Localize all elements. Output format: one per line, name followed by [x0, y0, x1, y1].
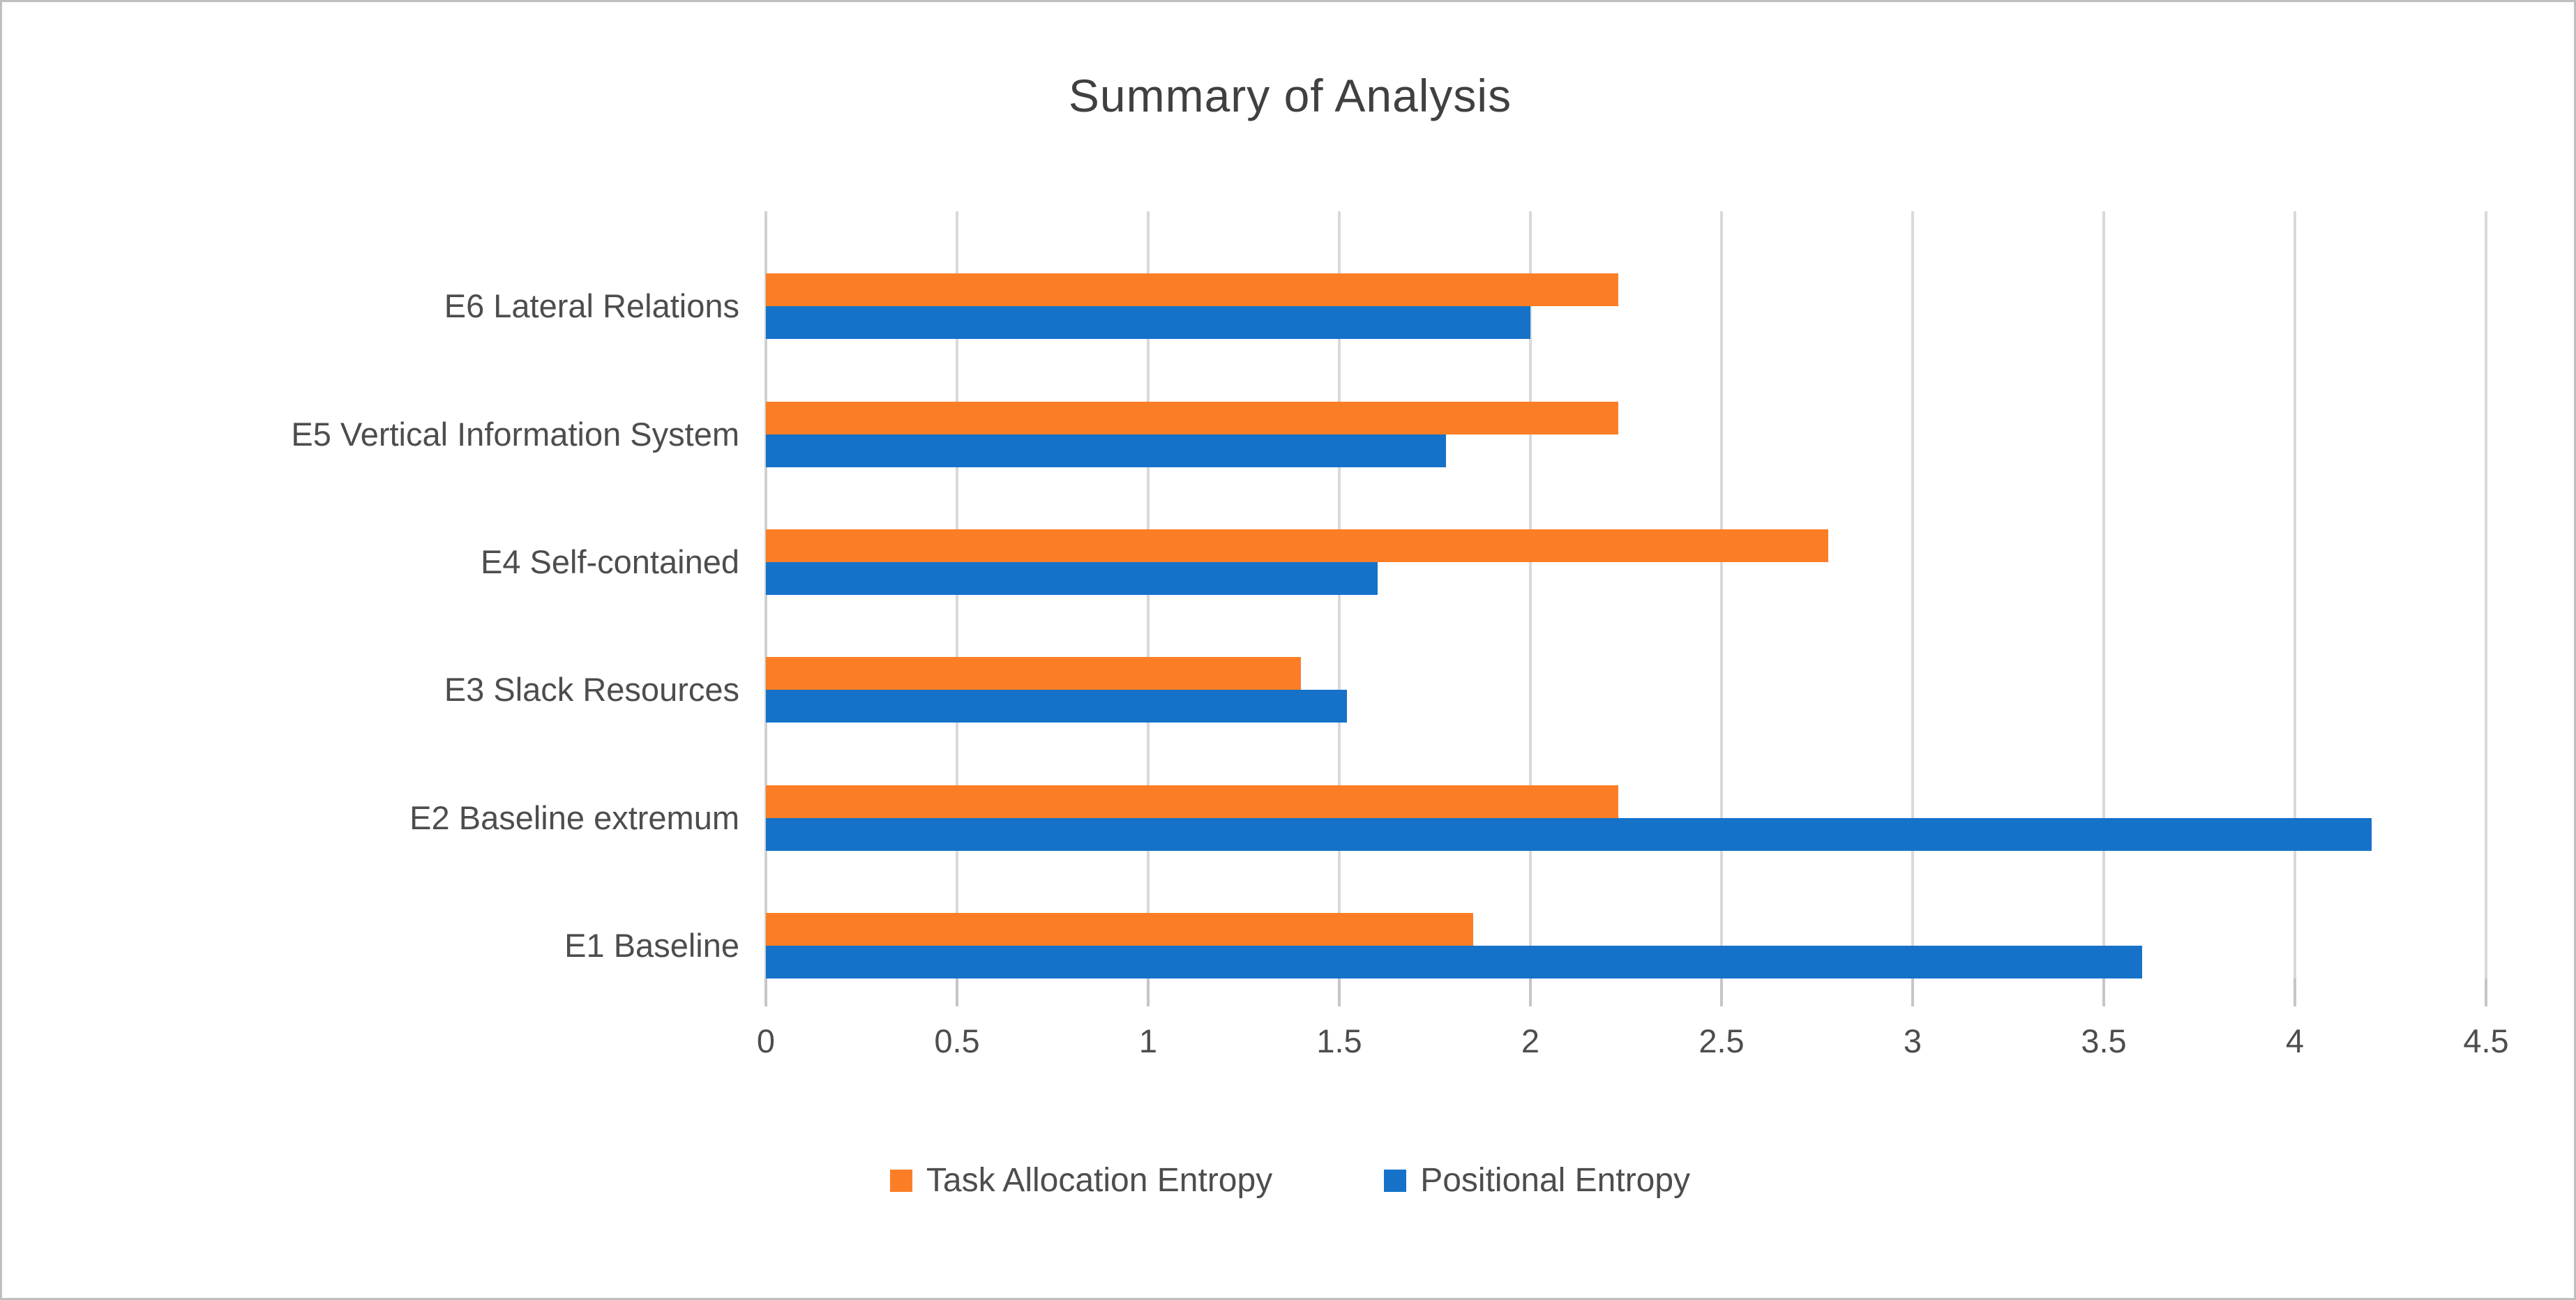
- x-tick-label: 2.5: [1698, 1022, 1745, 1059]
- gridline: [2102, 211, 2105, 978]
- plot-area: [764, 211, 2487, 978]
- bar-positional-entropy: [766, 946, 2142, 978]
- bar-positional-entropy: [766, 690, 1347, 723]
- gridline: [2485, 211, 2487, 978]
- bar-task-allocation-entropy: [766, 529, 1829, 562]
- category-label: E3 Slack Resources: [444, 671, 739, 709]
- category-label: E2 Baseline extremum: [409, 799, 739, 836]
- category-label: E1 Baseline: [564, 927, 739, 964]
- bar-task-allocation-entropy: [766, 785, 1619, 818]
- gridline: [1529, 211, 1532, 978]
- bar-task-allocation-entropy: [766, 913, 1473, 946]
- chart-title: Summary of Analysis: [1068, 70, 1512, 121]
- bar-task-allocation-entropy: [766, 401, 1619, 434]
- gridline: [1338, 211, 1341, 978]
- bar-task-allocation-entropy: [766, 273, 1619, 307]
- bar-task-allocation-entropy: [766, 657, 1302, 690]
- x-tick-mark: [2485, 978, 2487, 1006]
- x-tick-label: 1: [1138, 1022, 1158, 1059]
- bar-positional-entropy: [766, 562, 1378, 595]
- gridline: [956, 211, 958, 978]
- legend-item-positional-entropy: Positional Entropy: [1384, 1161, 1690, 1200]
- gridline: [1147, 211, 1150, 978]
- legend-label: Positional Entropy: [1420, 1162, 1691, 1199]
- category-label: E6 Lateral Relations: [444, 287, 739, 325]
- legend-swatch-blue: [1384, 1169, 1407, 1192]
- x-tick-mark: [956, 978, 958, 1006]
- bar-positional-entropy: [766, 817, 2372, 851]
- x-tick-label: 1.5: [1316, 1022, 1362, 1059]
- legend-item-task-allocation-entropy: Task Allocation Entropy: [889, 1161, 1273, 1200]
- x-tick-label: 4.5: [2463, 1022, 2509, 1059]
- x-tick-label: 2: [1521, 1022, 1540, 1059]
- x-tick-label: 0.5: [934, 1022, 980, 1059]
- legend-label: Task Allocation Entropy: [926, 1162, 1273, 1199]
- x-tick-mark: [1720, 978, 1723, 1006]
- x-tick-label: 3: [1903, 1022, 1922, 1059]
- x-tick-label: 4: [2285, 1022, 2305, 1059]
- x-tick-mark: [1911, 978, 1914, 1006]
- category-label: E4 Self-contained: [480, 543, 739, 580]
- gridline: [1720, 211, 1723, 978]
- x-tick-label: 3.5: [2081, 1022, 2127, 1059]
- x-tick-mark: [1338, 978, 1341, 1006]
- x-tick-mark: [2102, 978, 2105, 1006]
- x-tick-mark: [2293, 978, 2296, 1006]
- bar-positional-entropy: [766, 306, 1530, 340]
- x-tick-mark: [764, 978, 767, 1006]
- bar-positional-entropy: [766, 434, 1447, 467]
- legend: Task Allocation Entropy Positional Entro…: [2, 1161, 2576, 1200]
- x-tick-mark: [1147, 978, 1150, 1006]
- x-tick-label: 0: [756, 1022, 776, 1059]
- x-tick-mark: [1529, 978, 1532, 1006]
- value-axis-line: [764, 211, 767, 978]
- gridline: [2293, 211, 2296, 978]
- category-label: E5 Vertical Information System: [291, 415, 739, 453]
- gridline: [1911, 211, 1914, 978]
- legend-swatch-orange: [889, 1169, 912, 1192]
